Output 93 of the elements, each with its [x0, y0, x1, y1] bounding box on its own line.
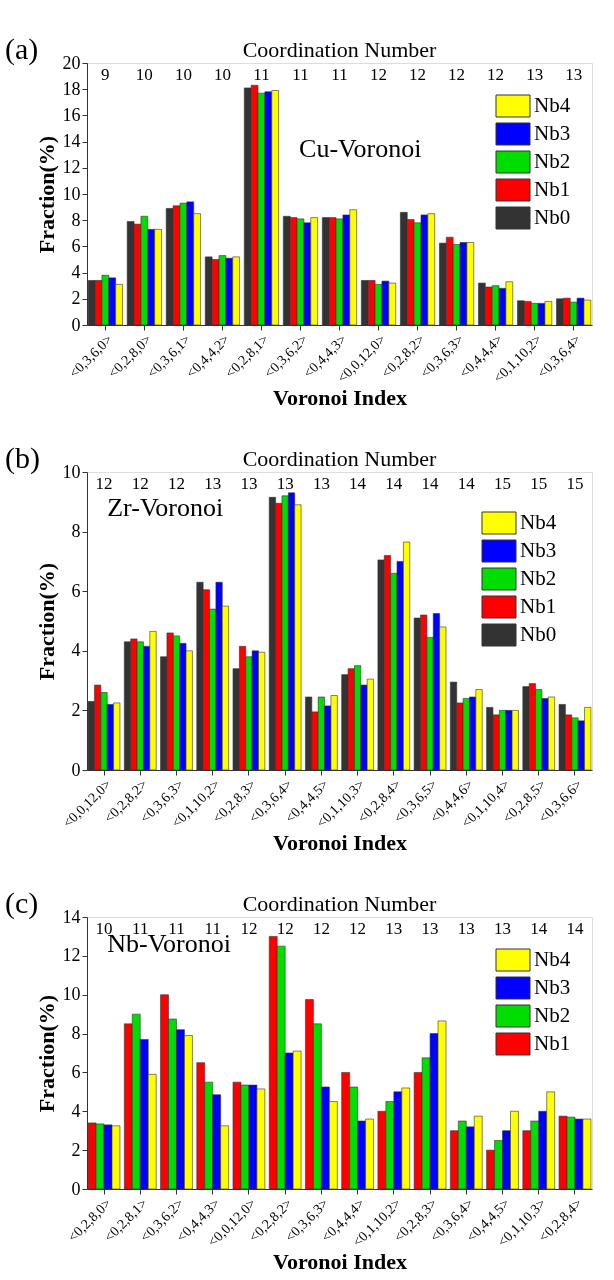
y-tick-label: 0 — [71, 1178, 81, 1199]
annotation: 15 — [566, 474, 584, 493]
annotation: 11 — [168, 919, 185, 938]
annotation: 12 — [95, 474, 113, 493]
annotation: 13 — [565, 65, 583, 84]
y-tick-label: 8 — [71, 1023, 81, 1044]
legend-label: Nb4 — [534, 947, 571, 971]
y-tick-label: 10 — [62, 461, 81, 482]
annotation: 14 — [385, 474, 403, 493]
annotation: 12 — [167, 474, 185, 493]
annotation: 11 — [253, 65, 270, 84]
y-tick-label: 14 — [62, 906, 81, 927]
annotation: 14 — [566, 919, 584, 938]
text: (a) — [5, 32, 39, 66]
annotation: 13 — [240, 474, 258, 493]
y-axis-title: Fraction(%) — [33, 135, 59, 254]
annotation: 14 — [457, 474, 476, 493]
y-tick-label: 0 — [71, 314, 81, 335]
legend-label: Nb0 — [534, 205, 571, 229]
annotation: 12 — [276, 919, 294, 938]
annotation: 11 — [132, 919, 149, 938]
y-tick-label: 6 — [71, 580, 81, 601]
annotation: 10 — [213, 65, 231, 84]
y-tick-label: 12 — [62, 945, 81, 966]
x-axis-title: Voronoi Index — [273, 1248, 407, 1274]
annotation: 13 — [494, 919, 512, 938]
annotation: 13 — [385, 919, 403, 938]
y-tick-label: 18 — [62, 78, 81, 99]
y-tick-label: 2 — [71, 1139, 81, 1160]
annotation: 13 — [276, 474, 294, 493]
legend-label: Nb3 — [534, 975, 571, 999]
y-tick-label: 14 — [62, 131, 81, 152]
legend-label: Nb1 — [534, 177, 571, 201]
y-tick-label: 0 — [71, 759, 81, 780]
x2-axis-title: Coordination Number — [242, 37, 438, 62]
legend-label: Nb1 — [520, 594, 557, 618]
annotation: 11 — [331, 65, 348, 84]
y-tick-label: 10 — [62, 183, 81, 204]
x2-axis-title: Coordination Number — [242, 891, 438, 916]
annotation: 12 — [312, 919, 330, 938]
annotation: 10 — [174, 65, 192, 84]
legend-label: Nb4 — [534, 93, 571, 117]
annotation: 13 — [204, 474, 222, 493]
annotation: 13 — [457, 919, 475, 938]
legend-label: Nb2 — [520, 566, 557, 590]
annotation: 12 — [240, 919, 258, 938]
annotation: 13 — [421, 919, 439, 938]
annotation: 12 — [409, 65, 427, 84]
annotation: Cu-Voronoi — [299, 134, 422, 164]
y-tick-label: 12 — [62, 157, 81, 178]
y-tick-label: 16 — [62, 104, 81, 125]
text: (c) — [5, 886, 39, 920]
annotation: 14 — [421, 474, 440, 493]
y-axis-title: Fraction(%) — [33, 562, 59, 681]
y-tick-label: 6 — [71, 235, 81, 256]
y-tick-label: 8 — [71, 521, 81, 542]
y-tick-label: 4 — [71, 640, 81, 661]
annotation: 12 — [487, 65, 505, 84]
annotation: 9 — [101, 65, 110, 84]
annotation: 11 — [204, 919, 221, 938]
annotation: 11 — [292, 65, 309, 84]
annotation: Zr-Voronoi — [107, 492, 224, 522]
legend-label: Nb1 — [534, 1031, 571, 1055]
legend-label: Nb3 — [520, 538, 557, 562]
annotation: 12 — [370, 65, 388, 84]
y-tick-label: 4 — [71, 1100, 81, 1121]
legend-label: Nb4 — [520, 510, 557, 534]
annotation: 14 — [349, 474, 367, 493]
text: (b) — [5, 441, 40, 475]
y-tick-label: 20 — [62, 52, 81, 73]
y-tick-label: 4 — [71, 262, 81, 283]
annotation: 13 — [526, 65, 544, 84]
y-tick-label: 10 — [62, 984, 81, 1005]
x2-axis-title: Coordination Number — [242, 446, 438, 471]
y-tick-label: 2 — [71, 288, 81, 309]
annotation: 14 — [530, 919, 548, 938]
y-axis-title: Fraction(%) — [33, 994, 59, 1113]
annotation: 15 — [530, 474, 548, 493]
annotation: 12 — [131, 474, 149, 493]
legend-label: Nb2 — [534, 1003, 571, 1027]
x-axis-title: Voronoi Index — [273, 829, 407, 855]
y-tick-label: 2 — [71, 699, 81, 720]
annotation: 12 — [349, 919, 367, 938]
annotation: 12 — [448, 65, 466, 84]
annotation: 13 — [312, 474, 330, 493]
x-axis-title: Voronoi Index — [273, 384, 407, 410]
legend-label: Nb3 — [534, 121, 571, 145]
legend-label: Nb0 — [520, 622, 557, 646]
y-tick-label: 8 — [71, 209, 81, 230]
y-tick-label: 6 — [71, 1061, 81, 1082]
annotation: 15 — [494, 474, 512, 493]
annotation: 10 — [135, 65, 153, 84]
legend-label: Nb2 — [534, 149, 571, 173]
